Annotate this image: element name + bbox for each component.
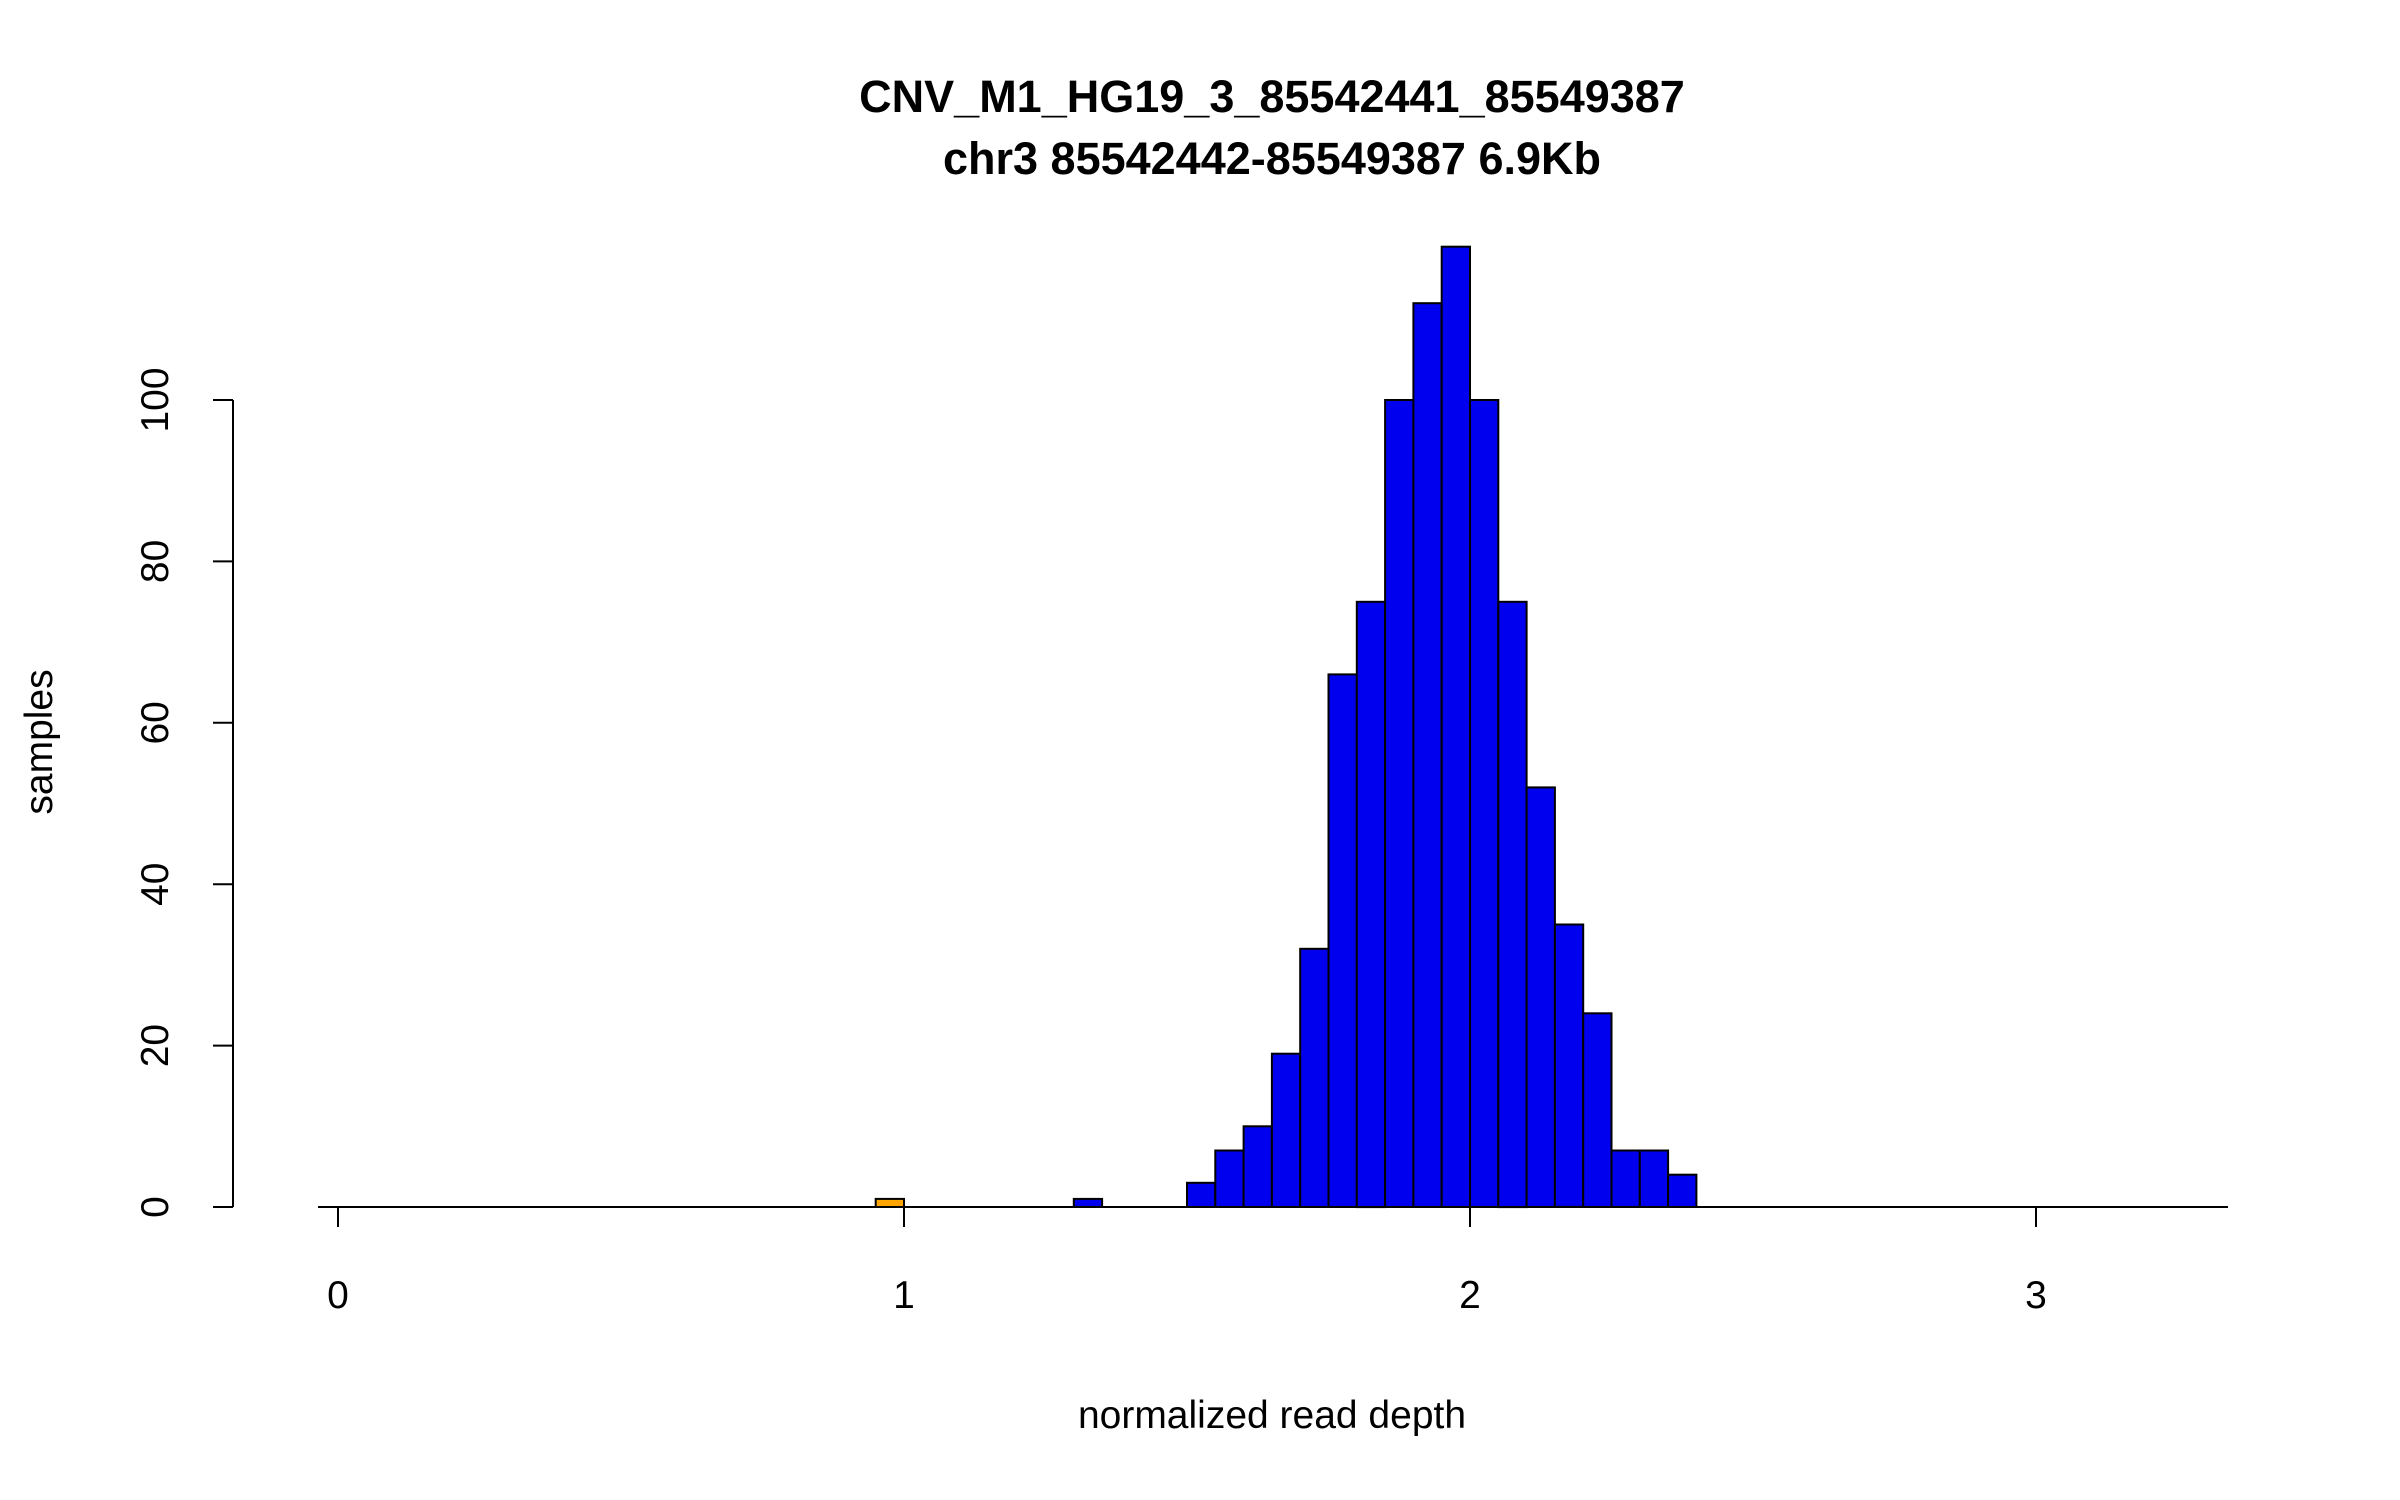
histogram-bar [1525, 786, 1556, 1209]
y-axis-tick-label: 80 [134, 540, 177, 583]
histogram-bar [1384, 399, 1415, 1208]
y-axis-tick-label: 60 [134, 701, 177, 744]
histogram-bar [874, 1197, 906, 1209]
histogram-bar [1667, 1173, 1698, 1208]
chart-title-line1: CNV_M1_HG19_3_85542441_85549387 [859, 71, 1685, 122]
x-axis-tick-label: 2 [1459, 1274, 1481, 1317]
histogram-bar [1355, 600, 1387, 1209]
y-axis-tick-label: 40 [134, 863, 177, 906]
histogram-bar [1186, 1181, 1217, 1209]
y-axis-tick-label: 0 [134, 1196, 177, 1218]
histogram-bar [1582, 1012, 1613, 1208]
y-axis-tick-label: 100 [134, 367, 177, 432]
y-axis-tick-label: 20 [134, 1024, 177, 1067]
histogram-bar [1072, 1197, 1104, 1209]
histogram-bars [874, 245, 1698, 1209]
chart-title-line2: chr3 85542442-85549387 6.9Kb [943, 133, 1601, 184]
histogram-bar [1638, 1149, 1670, 1208]
histogram-bar [1214, 1149, 1245, 1208]
histogram-bar [1553, 923, 1585, 1208]
y-axis-title: samples [18, 669, 61, 814]
histogram-bar [1270, 1052, 1302, 1208]
histogram-bar [1497, 600, 1528, 1209]
histogram-bar [1610, 1149, 1641, 1208]
histogram-bar [1327, 673, 1358, 1208]
x-axis-title: normalized read depth [1078, 1394, 1466, 1437]
histogram-bar [1412, 302, 1443, 1208]
histogram-bar [1242, 1125, 1273, 1209]
histogram-bar [1440, 245, 1471, 1208]
histogram-bar [1469, 399, 1500, 1208]
axes: 0 1 2 3 0 20 40 60 80 100 [134, 367, 2228, 1317]
x-axis-tick-label: 3 [2025, 1274, 2047, 1317]
x-axis-tick-label: 1 [893, 1274, 915, 1317]
x-axis-tick-label: 0 [327, 1274, 349, 1317]
histogram-bar [1299, 947, 1330, 1208]
